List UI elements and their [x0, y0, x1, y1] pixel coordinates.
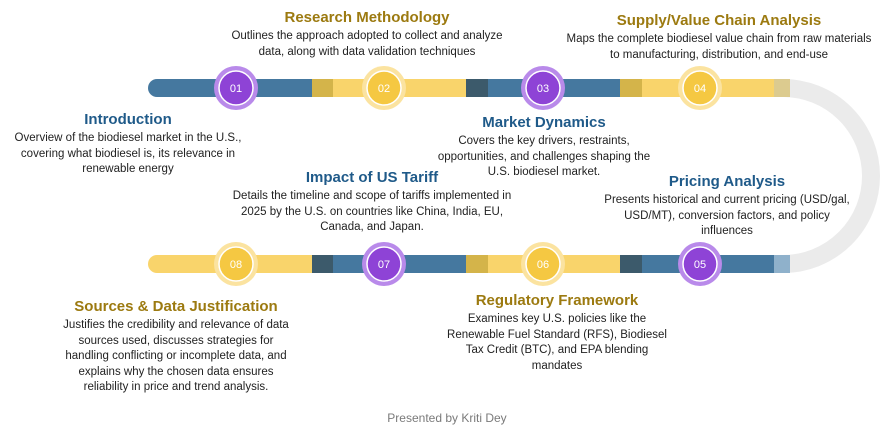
- node-02: 02: [362, 66, 406, 110]
- step-07-block: Impact of US Tariff Details the timeline…: [224, 169, 520, 236]
- step-08-block: Sources & Data Justification Justifies t…: [56, 298, 296, 396]
- node-number: 06: [537, 259, 549, 271]
- step-01-title: Introduction: [84, 111, 172, 128]
- step-02-block: Research Methodology Outlines the approa…: [224, 9, 510, 60]
- node-number: 03: [537, 83, 549, 95]
- step-02-title: Research Methodology: [284, 9, 450, 26]
- step-07-title: Impact of US Tariff: [305, 169, 439, 186]
- node-03: 03: [521, 66, 565, 110]
- node-number: 08: [230, 259, 242, 271]
- node-08: 08: [214, 242, 258, 286]
- step-06-description: Examines key U.S. policies like the Rene…: [447, 313, 667, 372]
- node-number: 04: [694, 83, 706, 95]
- u-turn-connector: [782, 79, 880, 273]
- step-04-description: Maps the complete biodiesel value chain …: [566, 33, 872, 61]
- node-06: 06: [521, 242, 565, 286]
- step-05-title: Pricing Analysis: [668, 173, 786, 190]
- node-number: 07: [378, 259, 390, 271]
- node-number: 01: [230, 83, 242, 95]
- step-03-block: Market Dynamics Covers the key drivers, …: [431, 114, 657, 181]
- step-06-title: Regulatory Framework: [475, 292, 639, 309]
- step-03-title: Market Dynamics: [482, 114, 606, 131]
- node-05: 05: [678, 242, 722, 286]
- presenter-credit: Presented by Kriti Dey: [387, 411, 507, 425]
- step-08-title: Sources & Data Justification: [74, 298, 278, 315]
- step-07-description: Details the timeline and scope of tariff…: [232, 190, 512, 233]
- step-02-description: Outlines the approach adopted to collect…: [231, 30, 503, 58]
- step-03-description: Covers the key drivers, restraints, oppo…: [437, 135, 651, 178]
- step-01-block: Introduction Overview of the biodiesel m…: [0, 111, 256, 178]
- node-01: 01: [214, 66, 258, 110]
- step-08-description: Justifies the credibility and relevance …: [63, 319, 289, 393]
- step-06-block: Regulatory Framework Examines key U.S. p…: [444, 292, 670, 374]
- node-number: 05: [694, 259, 706, 271]
- node-number: 02: [378, 83, 390, 95]
- step-04-title: Supply/Value Chain Analysis: [616, 12, 822, 29]
- step-05-description: Presents historical and current pricing …: [604, 194, 850, 237]
- step-01-description: Overview of the biodiesel market in the …: [14, 132, 242, 175]
- step-05-block: Pricing Analysis Presents historical and…: [604, 173, 850, 240]
- step-04-block: Supply/Value Chain Analysis Maps the com…: [564, 12, 874, 63]
- node-07: 07: [362, 242, 406, 286]
- node-04: 04: [678, 66, 722, 110]
